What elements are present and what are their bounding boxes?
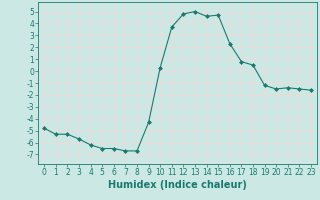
X-axis label: Humidex (Indice chaleur): Humidex (Indice chaleur) xyxy=(108,180,247,190)
